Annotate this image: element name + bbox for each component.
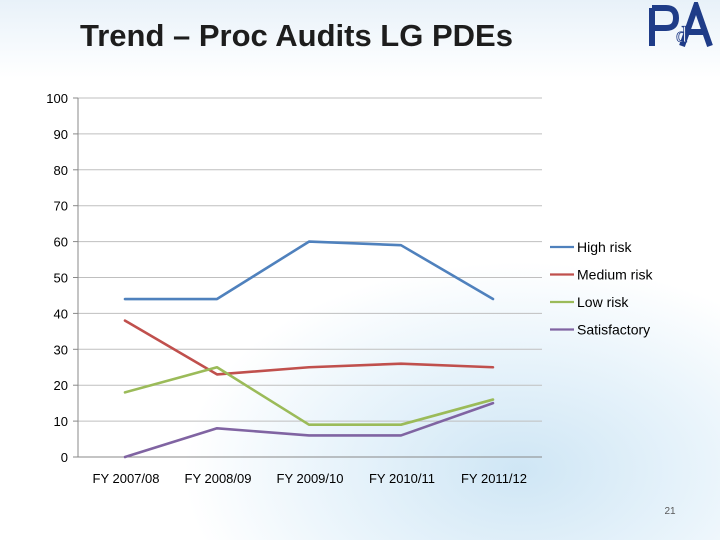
x-axis-tick-labels: FY 2007/08 FY 2008/09 FY 2009/10 FY 2010/11…: [93, 471, 528, 486]
legend-label: Medium risk: [577, 267, 653, 283]
series-line-high-risk: [123, 240, 495, 301]
chart-series-lines: [123, 240, 495, 459]
y-tick-label: 50: [54, 271, 68, 286]
legend-label: Low risk: [577, 294, 629, 310]
series-line-medium-risk: [123, 319, 495, 376]
svg-text:d: d: [676, 22, 687, 47]
y-tick-label: 30: [54, 342, 68, 357]
y-tick-label: 0: [61, 450, 68, 465]
series-line-low-risk: [123, 365, 495, 426]
y-tick-label: 90: [54, 127, 68, 142]
y-tick-label: 60: [54, 235, 68, 250]
x-tick-label: FY 2011/12: [461, 471, 527, 486]
y-tick-label: 20: [54, 378, 68, 393]
y-tick-label: 10: [54, 414, 68, 429]
y-tick-label: 70: [54, 199, 68, 214]
chart-gridlines: [73, 97, 542, 458]
series-line-satisfactory: [123, 401, 495, 459]
y-tick-label: 80: [54, 163, 68, 178]
x-tick-label: FY 2010/11: [369, 471, 435, 486]
y-tick-label: 40: [54, 306, 68, 321]
x-tick-label: FY 2008/09: [185, 471, 252, 486]
page-number: 21: [664, 506, 676, 517]
y-tick-label: 100: [46, 91, 68, 106]
slide-title: Trend – Proc Audits LG PDEs: [80, 18, 513, 53]
legend-label: High risk: [577, 239, 632, 255]
legend-label: Satisfactory: [577, 322, 650, 338]
title-band: [0, 0, 720, 78]
chart-legend: High risk Medium risk Low risk Satisfactory: [550, 239, 653, 338]
x-tick-label: FY 2009/10: [277, 471, 344, 486]
x-tick-label: FY 2007/08: [93, 471, 160, 486]
y-axis-tick-labels: 0 10 20 30 40 50 60 70 80 90 100: [46, 91, 68, 465]
ppda-logo-icon: d: [649, 2, 713, 47]
